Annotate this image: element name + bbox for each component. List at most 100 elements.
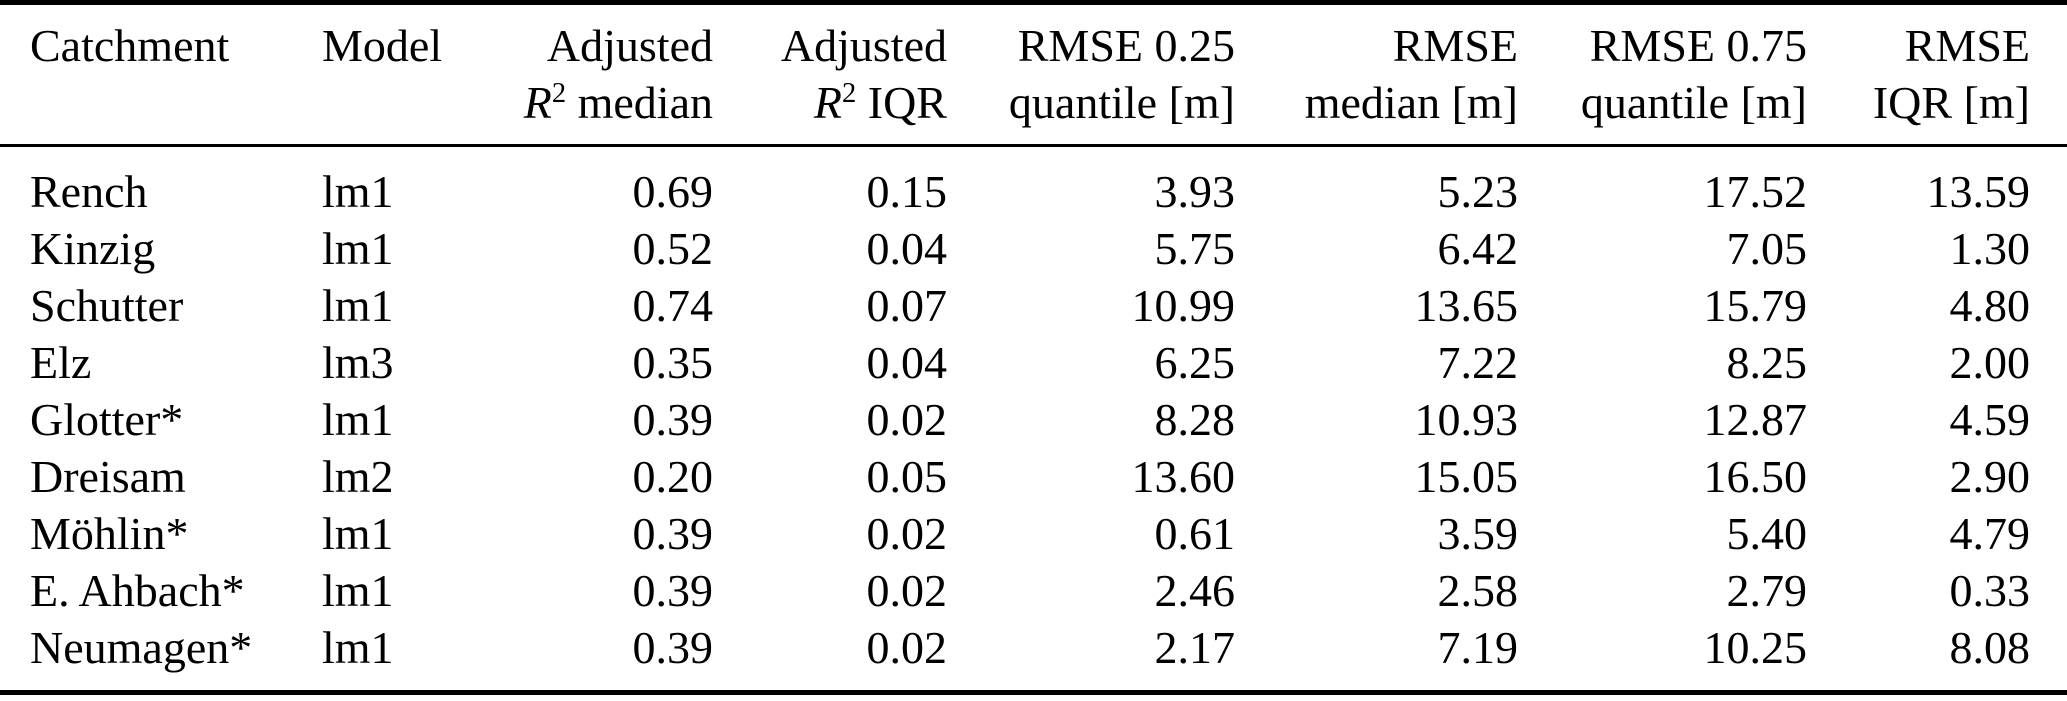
cell-adj-r2-iqr: 0.05 <box>866 451 948 502</box>
cell-catchment: Schutter <box>30 280 184 331</box>
cell-rmse-iqr: 4.80 <box>1949 280 2031 331</box>
header-text-segment: 2 <box>551 78 567 110</box>
header-rmse-q25-line2: quantile [m] <box>960 74 1235 131</box>
header-rmse-iqr-line2: IQR [m] <box>1840 74 2030 131</box>
cell-rmse-median: 10.93 <box>1414 394 1519 445</box>
cell-rmse-median: 7.22 <box>1437 337 1519 388</box>
header-text-segment: quantile [m] <box>1580 77 1807 128</box>
cell-catchment: Rench <box>30 166 148 217</box>
cell-rmse-q75: 17.52 <box>1703 166 1808 217</box>
cell-model: lm1 <box>322 166 394 217</box>
cell-adj-r2-median: 0.39 <box>632 394 714 445</box>
cell-catchment: Neumagen* <box>30 622 253 673</box>
table-row: Neumagen* lm1 0.39 0.02 2.17 7.19 10.25 8.08 <box>0 619 2067 693</box>
header-rmse-q25: RMSE 0.25 quantile [m] <box>960 2 1250 147</box>
cell-rmse-iqr: 1.30 <box>1949 223 2031 274</box>
table-header: Catchment Model Adjusted R2 median Adjusted R… <box>0 2 2067 147</box>
cell-adj-r2-median: 0.74 <box>632 280 714 331</box>
header-rmse-median-line2: median [m] <box>1250 74 1518 131</box>
header-adj-r2-median-line2: R2 median <box>475 74 713 131</box>
cell-rmse-q25: 3.93 <box>1154 166 1236 217</box>
cell-rmse-iqr: 8.08 <box>1949 622 2031 673</box>
cell-model: lm1 <box>322 508 394 559</box>
header-rmse-q75-line2: quantile [m] <box>1545 74 1807 131</box>
table-row: Elz lm3 0.35 0.04 6.25 7.22 8.25 2.00 <box>0 334 2067 391</box>
cell-rmse-q75: 5.40 <box>1726 508 1808 559</box>
cell-rmse-q25: 6.25 <box>1154 337 1236 388</box>
header-adj-r2-iqr-line2: R2 IQR <box>725 74 947 131</box>
cell-adj-r2-iqr: 0.02 <box>866 565 948 616</box>
header-model: Model <box>305 2 475 147</box>
cell-rmse-q75: 10.25 <box>1703 622 1808 673</box>
cell-rmse-median: 7.19 <box>1437 622 1519 673</box>
cell-rmse-q75: 15.79 <box>1703 280 1808 331</box>
cell-rmse-median: 5.23 <box>1437 166 1519 217</box>
table-body: Rench lm1 0.69 0.15 3.93 5.23 17.52 13.59 Kinzig… <box>0 146 2067 693</box>
cell-adj-r2-iqr: 0.04 <box>866 337 948 388</box>
cell-rmse-q25: 5.75 <box>1154 223 1236 274</box>
header-text-segment: RMSE 0.25 <box>1017 20 1235 71</box>
cell-adj-r2-median: 0.69 <box>632 166 714 217</box>
cell-model: lm3 <box>322 337 394 388</box>
header-adj-r2-iqr-line1: Adjusted <box>725 17 947 74</box>
header-catchment-line1: Catchment <box>30 17 305 74</box>
cell-rmse-q75: 16.50 <box>1703 451 1808 502</box>
header-text-segment: Adjusted <box>546 20 713 71</box>
cell-rmse-q25: 2.46 <box>1154 565 1236 616</box>
header-rmse-q25-line1: RMSE 0.25 <box>960 17 1235 74</box>
cell-model: lm2 <box>322 451 394 502</box>
header-model-line2 <box>322 74 475 131</box>
cell-adj-r2-median: 0.52 <box>632 223 714 274</box>
cell-adj-r2-median: 0.39 <box>632 508 714 559</box>
header-adj-r2-median-line1: Adjusted <box>475 17 713 74</box>
cell-adj-r2-median: 0.39 <box>632 622 714 673</box>
header-text-segment: Adjusted <box>780 20 947 71</box>
header-adj-r2-iqr: Adjusted R2 IQR <box>725 2 960 147</box>
header-text-segment: Catchment <box>30 20 230 71</box>
header-text-segment: IQR <box>856 77 947 128</box>
header-text-segment: R <box>813 77 842 128</box>
cell-rmse-q75: 7.05 <box>1726 223 1808 274</box>
cell-model: lm1 <box>322 223 394 274</box>
cell-model: lm1 <box>322 280 394 331</box>
table-row: Rench lm1 0.69 0.15 3.93 5.23 17.52 13.59 <box>0 146 2067 221</box>
header-rmse-iqr-line1: RMSE <box>1840 17 2030 74</box>
cell-rmse-median: 13.65 <box>1414 280 1519 331</box>
header-adj-r2-median: Adjusted R2 median <box>475 2 725 147</box>
cell-adj-r2-iqr: 0.02 <box>866 394 948 445</box>
cell-model: lm1 <box>322 622 394 673</box>
header-row: Catchment Model Adjusted R2 median Adjusted R… <box>0 2 2067 147</box>
cell-rmse-iqr: 4.79 <box>1949 508 2031 559</box>
cell-model: lm1 <box>322 565 394 616</box>
header-rmse-q75: RMSE 0.75 quantile [m] <box>1545 2 1840 147</box>
cell-rmse-q75: 2.79 <box>1726 565 1808 616</box>
header-text-segment: median [m] <box>1304 77 1518 128</box>
cell-catchment: Glotter* <box>30 394 184 445</box>
cell-adj-r2-median: 0.35 <box>632 337 714 388</box>
cell-rmse-q25: 0.61 <box>1154 508 1236 559</box>
header-text-segment: 2 <box>842 78 857 110</box>
header-text-segment: IQR [m] <box>1872 77 2030 128</box>
cell-rmse-q25: 13.60 <box>1131 451 1236 502</box>
cell-rmse-median: 6.42 <box>1437 223 1519 274</box>
cell-adj-r2-iqr: 0.15 <box>866 166 948 217</box>
cell-adj-r2-iqr: 0.02 <box>866 508 948 559</box>
header-model-line1: Model <box>322 17 475 74</box>
table-row: Dreisam lm2 0.20 0.05 13.60 15.05 16.50 2.90 <box>0 448 2067 505</box>
cell-catchment: Elz <box>30 337 92 388</box>
cell-adj-r2-iqr: 0.07 <box>866 280 948 331</box>
header-text-segment: R <box>523 77 552 128</box>
header-rmse-iqr: RMSE IQR [m] <box>1840 2 2067 147</box>
cell-rmse-iqr: 0.33 <box>1949 565 2031 616</box>
header-catchment-line2 <box>30 74 305 131</box>
cell-rmse-iqr: 2.00 <box>1949 337 2031 388</box>
cell-adj-r2-iqr: 0.04 <box>866 223 948 274</box>
header-text-segment: RMSE <box>1904 20 2030 71</box>
header-rmse-q75-line1: RMSE 0.75 <box>1545 17 1807 74</box>
cell-adj-r2-iqr: 0.02 <box>866 622 948 673</box>
header-rmse-median-line1: RMSE <box>1250 17 1518 74</box>
table-row: Kinzig lm1 0.52 0.04 5.75 6.42 7.05 1.30 <box>0 220 2067 277</box>
cell-rmse-q25: 10.99 <box>1131 280 1236 331</box>
cell-catchment: Dreisam <box>30 451 186 502</box>
